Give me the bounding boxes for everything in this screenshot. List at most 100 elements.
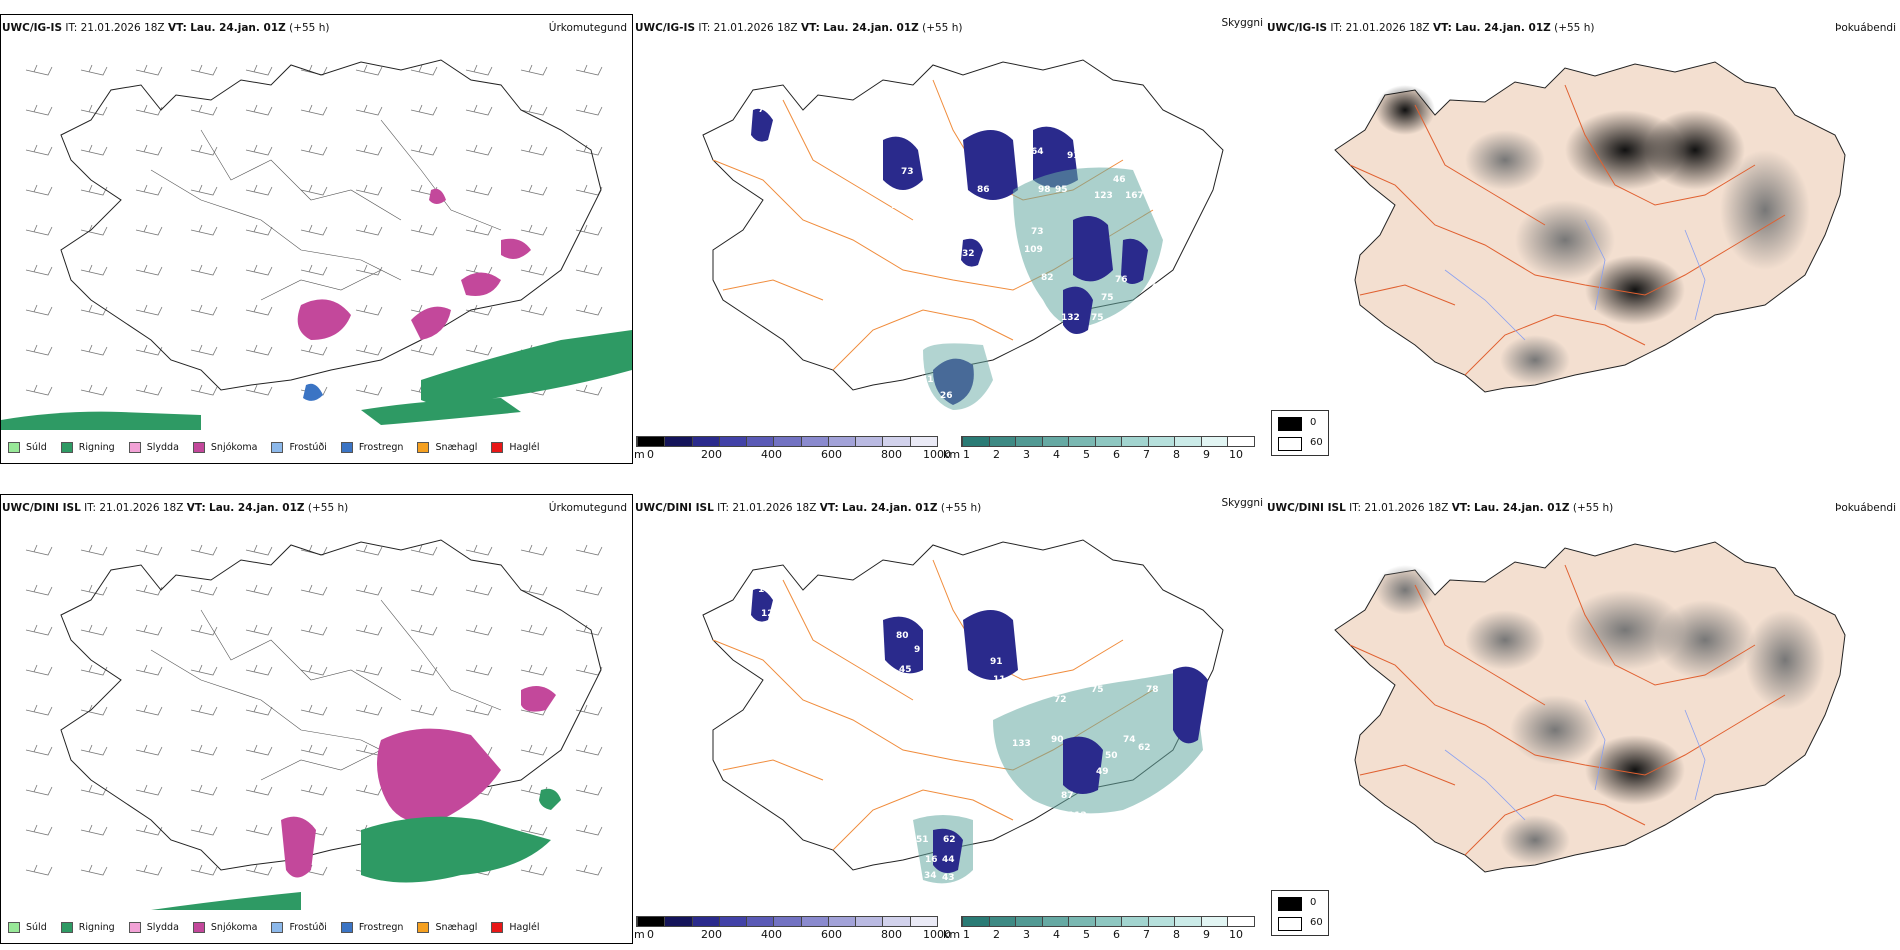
colorbar-cell: [909, 917, 937, 926]
wind-barb: [80, 344, 108, 356]
colorbar-cell: [1200, 437, 1228, 446]
wind-barb: [135, 744, 163, 756]
precip-legend: Súld Rigning Slydda Snjókoma Frostúði Fr…: [8, 922, 554, 933]
colorbar-cell: [1068, 437, 1095, 446]
wind-barb: [190, 384, 218, 396]
visibility-colorbar: [961, 916, 1255, 927]
precip-map: [25, 539, 603, 910]
svg-text:73: 73: [901, 167, 914, 177]
wind-barb: [465, 584, 493, 596]
visibility-title: Skyggni: [1221, 17, 1264, 29]
visibility-labels-top: 74 73 98 11 86 119 64 91 46 167 123 95 7…: [758, 95, 1164, 401]
wind-barb: [190, 704, 218, 716]
wind-barb: [300, 784, 328, 796]
svg-text:62: 62: [943, 835, 956, 845]
wind-barb: [300, 704, 328, 716]
svg-text:76: 76: [1115, 275, 1128, 285]
wind-barb: [25, 664, 53, 676]
wind-barb: [25, 544, 53, 556]
wind-barb: [135, 184, 163, 196]
colorbar-cell: [1121, 437, 1148, 446]
panel-title: UWC/DINI ISL IT: 21.01.2026 18Z VT: Lau.…: [1267, 502, 1614, 514]
fog-title: Þokuábendi: [1835, 22, 1896, 34]
wind-barb: [245, 304, 273, 316]
wind-barb: [80, 664, 108, 676]
legend-swatch: [340, 442, 353, 453]
colorbar-cell: [1147, 917, 1175, 926]
wind-barb: [575, 664, 603, 676]
colorbar-cell: [1094, 437, 1122, 446]
svg-text:91: 91: [1067, 151, 1080, 161]
svg-text:104: 104: [1058, 673, 1077, 683]
wind-barb: [80, 304, 108, 316]
svg-text:34: 34: [924, 871, 937, 881]
wind-barb: [245, 64, 273, 76]
legend-swatch: [491, 442, 504, 453]
wind-barb: [25, 64, 53, 76]
wind-barb: [245, 264, 273, 276]
colorbar-cell: [773, 917, 801, 926]
wind-barb: [355, 304, 383, 316]
svg-text:32: 32: [962, 249, 975, 259]
wind-barb: [300, 184, 328, 196]
visibility-ticks: 1 2 3 4 5 6 7 8 9 10: [963, 928, 1243, 941]
wind-barb: [300, 224, 328, 236]
wind-barb: [245, 344, 273, 356]
wind-barb: [245, 704, 273, 716]
wind-barb: [135, 544, 163, 556]
svg-text:79: 79: [1141, 161, 1154, 171]
wind-barb: [465, 704, 493, 716]
wind-barb: [25, 144, 53, 156]
wind-barb: [520, 144, 548, 156]
wind-barb: [520, 584, 548, 596]
wind-barb: [25, 784, 53, 796]
colorbar-cell: [691, 917, 719, 926]
wind-barb: [520, 304, 548, 316]
wind-barb: [25, 864, 53, 876]
svg-text:91: 91: [990, 657, 1003, 667]
wind-barb: [25, 104, 53, 116]
colorbar-cell: [664, 437, 692, 446]
svg-text:95: 95: [1055, 185, 1068, 195]
panel-title: UWC/DINI ISL IT: 21.01.2026 18Z VT: Lau.…: [2, 502, 349, 514]
wind-barb: [135, 304, 163, 316]
wind-barb: [190, 104, 218, 116]
wind-barb: [245, 624, 273, 636]
visibility-panel-bottom: UWC/DINI ISL IT: 21.01.2026 18Z VT: Lau.…: [633, 492, 1265, 944]
wind-barb: [410, 544, 438, 556]
wind-barb: [245, 384, 273, 396]
svg-text:44: 44: [942, 855, 955, 865]
svg-text:98: 98: [1038, 185, 1051, 195]
wind-barb: [355, 184, 383, 196]
colorbar-cell: [1015, 917, 1042, 926]
wind-barb: [190, 304, 218, 316]
wind-barb: [135, 264, 163, 276]
wind-barb: [300, 104, 328, 116]
wind-barb: [520, 264, 548, 276]
svg-text:51: 51: [916, 835, 929, 845]
height-ticks: 0 200 400 600 800 1000: [647, 448, 951, 461]
wind-barb: [245, 224, 273, 236]
wind-barb: [575, 584, 603, 596]
legend-swatch: [417, 922, 430, 933]
wind-barb: [465, 544, 493, 556]
wind-barb: [190, 624, 218, 636]
colorbar-cell: [909, 437, 937, 446]
wind-barb: [355, 704, 383, 716]
wind-barb: [520, 624, 548, 636]
wind-barb: [80, 584, 108, 596]
svg-text:46: 46: [1113, 175, 1126, 185]
colorbar-cell: [1174, 917, 1201, 926]
visibility-unit: km: [943, 448, 961, 461]
fog-title: Þokuábendi: [1835, 502, 1896, 514]
wind-barb: [190, 864, 218, 876]
colorbar-cell: [718, 437, 747, 446]
wind-barb: [135, 704, 163, 716]
wind-barb: [25, 264, 53, 276]
wind-barb: [80, 784, 108, 796]
colorbar-cell: [746, 917, 774, 926]
wind-barb: [190, 144, 218, 156]
wind-barb: [190, 264, 218, 276]
wind-barb: [575, 384, 603, 396]
colorbar-cell: [882, 437, 910, 446]
